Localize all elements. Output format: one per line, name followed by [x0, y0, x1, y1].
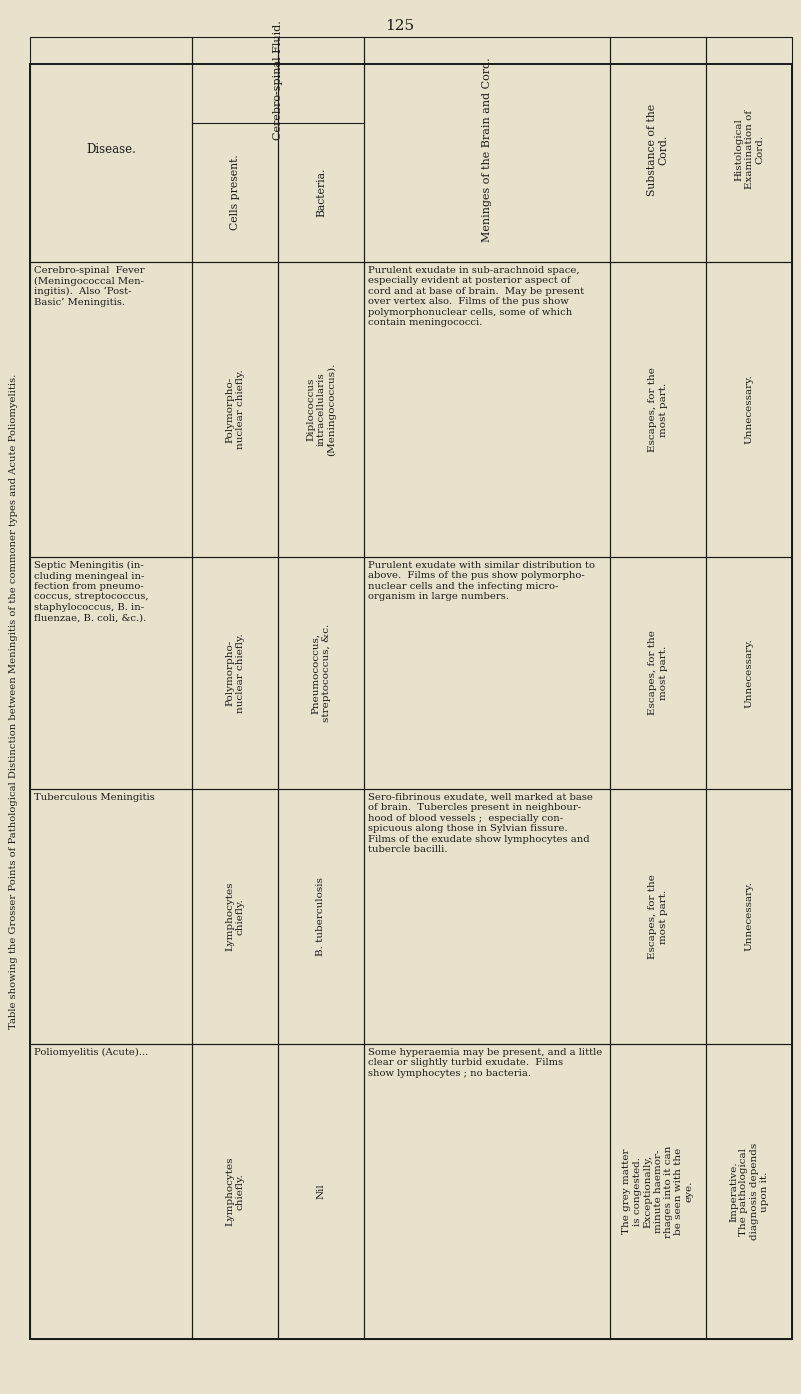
Text: Unnecessary.: Unnecessary.: [745, 375, 754, 445]
Text: Poliomyelitis (Acute)...: Poliomyelitis (Acute)...: [34, 1048, 148, 1057]
Bar: [364, 262, 610, 558]
Bar: [192, 262, 278, 558]
Text: Unnecessary.: Unnecessary.: [745, 881, 754, 952]
Bar: [278, 789, 364, 1044]
Text: Polymorpho-
nuclear chiefly.: Polymorpho- nuclear chiefly.: [225, 369, 245, 449]
Bar: [364, 38, 610, 262]
Text: The grey matter
is congested.
Exceptionally,
minute haemor-
rhages into it can
b: The grey matter is congested. Exceptiona…: [622, 1146, 694, 1238]
Text: Some hyperaemia may be present, and a little
clear or slightly turbid exudate.  : Some hyperaemia may be present, and a li…: [368, 1048, 602, 1078]
Bar: [610, 262, 706, 558]
Bar: [30, 558, 192, 789]
Bar: [30, 38, 192, 262]
Text: Tuberculous Meningitis: Tuberculous Meningitis: [34, 793, 155, 802]
Text: Purulent exudate in sub-arachnoid space,
especially evident at posterior aspect : Purulent exudate in sub-arachnoid space,…: [368, 266, 584, 328]
Bar: [364, 1044, 610, 1340]
Text: Escapes, for the
most part.: Escapes, for the most part.: [648, 874, 668, 959]
Bar: [278, 1044, 364, 1340]
Text: Cerebro-spinal Fluid.: Cerebro-spinal Fluid.: [273, 20, 283, 139]
Bar: [278, 262, 364, 558]
Text: Escapes, for the
most part.: Escapes, for the most part.: [648, 367, 668, 452]
Bar: [192, 1044, 278, 1340]
Bar: [364, 558, 610, 789]
Text: Septic Meningitis (in-
cluding meningeal in-
fection from pneumo-
coccus, strept: Septic Meningitis (in- cluding meningeal…: [34, 560, 149, 622]
Bar: [610, 789, 706, 1044]
Bar: [610, 38, 706, 262]
Bar: [278, 558, 364, 789]
Bar: [192, 558, 278, 789]
Text: Histological
Examination of
Cord.: Histological Examination of Cord.: [735, 110, 764, 190]
Bar: [30, 1044, 192, 1340]
Bar: [706, 38, 792, 262]
Text: Unnecessary.: Unnecessary.: [745, 638, 754, 708]
Text: Imperative.
The pathological
diagnosis depends
upon it.: Imperative. The pathological diagnosis d…: [729, 1143, 769, 1241]
Text: Lymphocytes
chiefly.: Lymphocytes chiefly.: [225, 1157, 245, 1227]
Text: Pneumococcus,
streptococcus, &c.: Pneumococcus, streptococcus, &c.: [312, 625, 331, 722]
Bar: [30, 262, 192, 558]
Text: Cerebro-spinal  Fever
(Meningococcal Men-
ingitis).  Also ‘Post-
Basic’ Meningit: Cerebro-spinal Fever (Meningococcal Men-…: [34, 266, 145, 307]
Bar: [610, 558, 706, 789]
Bar: [30, 789, 192, 1044]
Bar: [278, 38, 364, 262]
Bar: [706, 262, 792, 558]
Text: Meninges of the Brain and Cord.: Meninges of the Brain and Cord.: [482, 57, 492, 241]
Text: Escapes, for the
most part.: Escapes, for the most part.: [648, 630, 668, 715]
Text: Cells present.: Cells present.: [230, 155, 240, 230]
Text: 125: 125: [385, 20, 415, 33]
Text: Substance of the
Cord.: Substance of the Cord.: [647, 103, 669, 195]
Text: Sero-fibrinous exudate, well marked at base
of brain.  Tubercles present in neig: Sero-fibrinous exudate, well marked at b…: [368, 793, 593, 855]
Text: Disease.: Disease.: [87, 144, 136, 156]
Text: Bacteria.: Bacteria.: [316, 167, 326, 217]
Bar: [706, 789, 792, 1044]
Bar: [364, 789, 610, 1044]
Text: Diplococcus
intracellularis
(Meningococcus).: Diplococcus intracellularis (Meningococc…: [306, 362, 336, 456]
Text: Polymorpho-
nuclear chiefly.: Polymorpho- nuclear chiefly.: [225, 633, 245, 712]
Text: Nil: Nil: [316, 1184, 325, 1199]
Text: Purulent exudate with similar distribution to
above.  Films of the pus show poly: Purulent exudate with similar distributi…: [368, 560, 595, 601]
Bar: [706, 558, 792, 789]
Bar: [192, 38, 278, 262]
Bar: [610, 1044, 706, 1340]
Bar: [192, 789, 278, 1044]
Text: Table showing the Grosser Points of Pathological Distinction between Meningitis : Table showing the Grosser Points of Path…: [10, 374, 18, 1029]
Text: Lymphocytes
chiefly.: Lymphocytes chiefly.: [225, 882, 245, 951]
Bar: [706, 1044, 792, 1340]
Text: B. tuberculosis: B. tuberculosis: [316, 877, 325, 956]
